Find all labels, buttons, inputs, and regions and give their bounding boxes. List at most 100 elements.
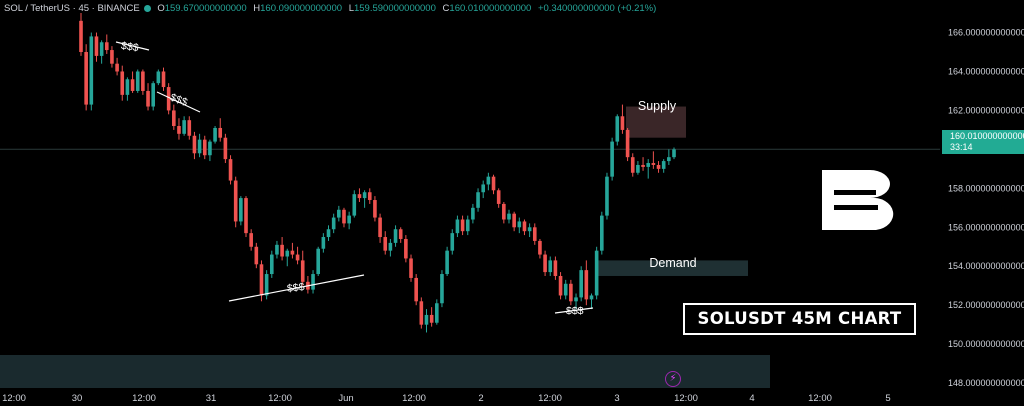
candle-body xyxy=(393,229,398,243)
candle-body xyxy=(383,237,388,251)
candle-body xyxy=(135,71,140,91)
candle-body xyxy=(373,200,377,218)
candle-body xyxy=(378,217,382,238)
candle-body xyxy=(239,198,243,222)
candle-body xyxy=(254,246,259,265)
bar-countdown: 33:14 xyxy=(950,142,973,152)
liquidity-line xyxy=(228,274,365,302)
demand-zone-label: Demand xyxy=(649,256,697,270)
candle-body xyxy=(409,258,413,278)
candle-body xyxy=(187,120,192,136)
candle-body xyxy=(337,209,341,218)
x-tick-label: 4 xyxy=(749,393,754,404)
liquidity-label: $$$ xyxy=(566,305,584,317)
liquidity-line xyxy=(156,91,201,113)
candle-body xyxy=(579,270,583,298)
candle-body xyxy=(249,233,253,247)
x-tick-label: 5 xyxy=(885,393,890,404)
x-tick-label: 12:00 xyxy=(538,393,562,404)
candle-body xyxy=(300,260,305,282)
candle-body xyxy=(641,164,645,167)
candle-body xyxy=(264,274,269,296)
candle-body xyxy=(414,277,418,302)
candle-body xyxy=(269,254,274,275)
candle-body xyxy=(228,159,233,181)
candle-body xyxy=(594,250,599,296)
candle-body xyxy=(120,71,125,95)
liquidity-label: $$$ xyxy=(120,39,140,55)
supply-zone-label: Supply xyxy=(637,99,677,113)
candle-body xyxy=(398,229,403,239)
candle-body xyxy=(532,227,537,241)
y-tick-label: 152.000000000000 xyxy=(948,300,1024,310)
candle-body xyxy=(574,297,578,302)
candle-body xyxy=(471,207,475,220)
candle-body xyxy=(104,42,109,51)
x-tick-label: 12:00 xyxy=(2,393,26,404)
candle-body xyxy=(584,270,589,300)
y-tick-label: 148.000000000000 xyxy=(948,378,1024,388)
current-price-tag: 160.010000000000 33:14 xyxy=(942,130,1024,154)
chart-title: SOLUSDT 45M CHART xyxy=(683,303,916,335)
current-price-value: 160.010000000000 xyxy=(950,131,1024,141)
candle-body xyxy=(667,157,671,162)
candle-body xyxy=(213,127,217,142)
brand-logo xyxy=(822,170,894,230)
candle-body xyxy=(352,194,357,216)
y-tick-label: 158.000000000000 xyxy=(948,183,1024,193)
candle-body xyxy=(460,219,465,232)
candle-body xyxy=(630,157,635,173)
candle-body xyxy=(233,180,238,222)
candle-body xyxy=(275,244,279,255)
candle-body xyxy=(285,250,290,257)
candle-body xyxy=(311,274,315,290)
candle-body xyxy=(244,198,248,234)
low-value: 159.590000000000 xyxy=(353,3,436,14)
liquidity-label: $$$ xyxy=(286,281,306,295)
candle-body xyxy=(476,192,480,208)
candle-body xyxy=(192,135,197,154)
x-tick-label: 12:00 xyxy=(268,393,292,404)
x-tick-label: 12:00 xyxy=(402,393,426,404)
candle-body xyxy=(280,244,284,257)
supply-zone xyxy=(626,106,686,138)
candle-body xyxy=(331,217,336,230)
candle-body xyxy=(388,242,393,251)
candle-body xyxy=(455,219,460,234)
candle-body xyxy=(166,87,171,111)
x-tick-label: Jun xyxy=(338,393,353,404)
candle-body xyxy=(656,164,661,169)
candle-body xyxy=(424,314,429,325)
candle-body xyxy=(507,213,511,220)
candle-body xyxy=(404,238,408,259)
candle-body xyxy=(527,227,532,232)
candle-body xyxy=(367,192,372,201)
volume-band xyxy=(0,355,770,388)
y-tick-label: 162.000000000000 xyxy=(948,105,1024,115)
candle-body xyxy=(661,161,666,169)
lightning-icon[interactable]: ⚡ xyxy=(665,371,681,387)
candle-body xyxy=(151,83,155,107)
candle-body xyxy=(589,295,594,300)
x-tick-label: 12:00 xyxy=(808,393,832,404)
change-value: +0.340000000000 (+0.21%) xyxy=(537,3,657,14)
low-label: L xyxy=(348,3,354,14)
candle-body xyxy=(651,163,656,165)
high-value: 160.090000000000 xyxy=(260,3,343,14)
candle-body xyxy=(347,215,351,224)
candle-body xyxy=(259,264,264,296)
y-tick-label: 154.000000000000 xyxy=(948,261,1024,271)
candle-body xyxy=(512,213,516,228)
y-tick-label: 156.000000000000 xyxy=(948,222,1024,232)
liquidity-line xyxy=(115,41,150,51)
candle-body xyxy=(110,50,114,64)
candle-body xyxy=(197,139,202,154)
x-tick-label: 2 xyxy=(478,393,483,404)
candle-body xyxy=(600,215,604,251)
candle-body xyxy=(569,283,573,302)
candle-body xyxy=(434,303,439,323)
candle-body xyxy=(290,250,295,255)
candle-body xyxy=(522,221,527,232)
symbol-name[interactable]: SOL / TetherUS · 45 · BINANCE xyxy=(4,3,140,14)
